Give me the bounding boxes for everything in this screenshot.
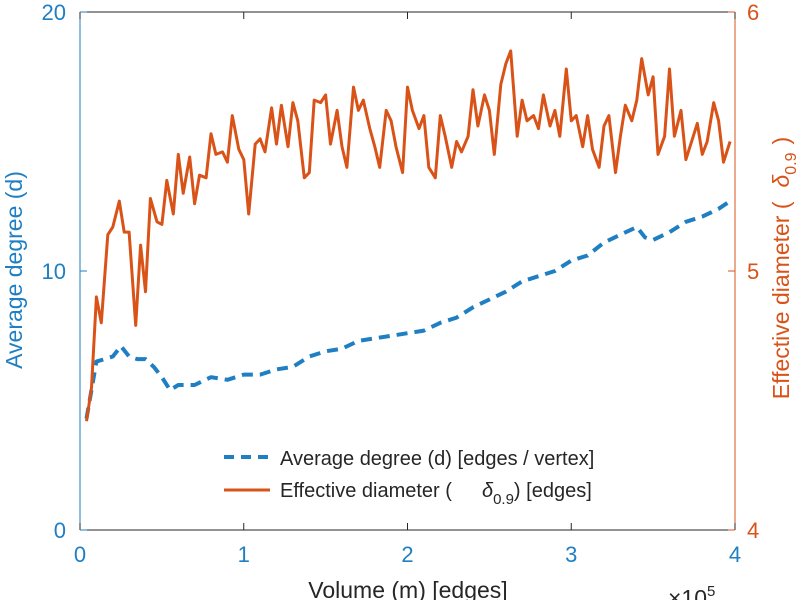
y-right-tick-label: 4 bbox=[747, 518, 759, 543]
axes-frame bbox=[79, 11, 736, 531]
y-right-title-suffix: ) bbox=[768, 137, 794, 145]
y-right-title-subscript: 0.9 bbox=[783, 152, 800, 174]
legend-diameter-subscript: 0.9 bbox=[493, 491, 514, 508]
series-line-average-degree bbox=[84, 199, 732, 419]
legend-label-effective-diameter: Effective diameter ( δ0.9) [edges] bbox=[280, 480, 592, 508]
y-left-tick-label: 10 bbox=[42, 259, 66, 284]
x-tick-label: 0 bbox=[74, 542, 86, 567]
legend-diameter-symbol: δ bbox=[482, 480, 494, 502]
legend-diameter-prefix: Effective diameter ( bbox=[280, 480, 452, 502]
y-left-axis-title: Average degree (d) bbox=[1, 171, 27, 369]
series-line-effective-diameter bbox=[85, 49, 732, 422]
y-right-title-symbol: δ bbox=[768, 174, 794, 187]
y-right-title-prefix: Effective diameter ( bbox=[768, 201, 794, 399]
x-axis-exponent-base: ×10 bbox=[668, 585, 707, 600]
x-tick-label: 3 bbox=[565, 542, 577, 567]
y-left-tick-label: 20 bbox=[42, 0, 66, 25]
legend-diameter-suffix: ) [edges] bbox=[514, 480, 592, 502]
x-axis-exponent-power: 5 bbox=[707, 583, 715, 600]
tick-labels: 0 1 2 3 4 0 10 20 4 5 6 bbox=[42, 0, 760, 567]
x-tick-label: 2 bbox=[401, 542, 413, 567]
legend: Average degree (d) [edges / vertex] Effe… bbox=[224, 448, 594, 508]
x-tick-label: 1 bbox=[238, 542, 250, 567]
plot-area bbox=[84, 49, 732, 422]
x-axis-title: Volume (m) [edges] bbox=[308, 577, 507, 600]
x-tick-label: 4 bbox=[729, 542, 741, 567]
x-axis-exponent: ×105 bbox=[668, 583, 715, 600]
y-right-axis-title: Effective diameter ( δ0.9) bbox=[768, 137, 800, 399]
y-right-tick-label: 6 bbox=[747, 0, 759, 25]
y-right-tick-label: 5 bbox=[747, 259, 759, 284]
y-left-tick-label: 0 bbox=[54, 518, 66, 543]
legend-label-average-degree: Average degree (d) [edges / vertex] bbox=[280, 448, 594, 470]
